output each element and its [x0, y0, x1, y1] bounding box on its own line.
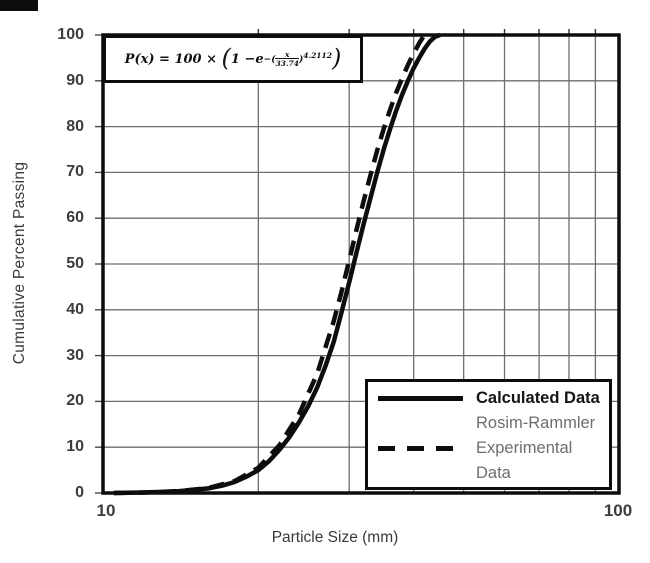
legend-label-experimental: Experimental: [476, 439, 573, 457]
experimental-curve: [113, 33, 427, 496]
legend-entry-calculated: Calculated Data: [378, 386, 609, 411]
equation-annotation: P(x) = 100 × (1 − e −(x 33.74)4.2112): [103, 35, 363, 83]
equation-power: 4.2112: [303, 50, 332, 60]
y-tick-label: 20: [66, 392, 84, 410]
corner-artifact: [0, 0, 38, 11]
x-tick-10: 10: [96, 501, 116, 520]
equation-e: e: [255, 51, 264, 67]
x-axis-title: Particle Size (mm): [271, 529, 399, 546]
legend-subentry-rosim-rammler: Rosim-Rammler: [378, 411, 609, 436]
y-tick-label: 30: [66, 346, 84, 364]
y-tick-label: 80: [66, 117, 84, 135]
y-tick-label: 100: [57, 26, 84, 43]
legend-entry-experimental: Experimental: [378, 436, 609, 461]
y-axis-tick-labels: 0 10 20 30 40 50 60 70 80 90 100: [24, 0, 84, 563]
solid-line-swatch: [378, 396, 463, 401]
legend-sublabel-data: Data: [476, 464, 511, 482]
y-tick-label: 50: [66, 255, 84, 272]
legend-subentry-data: Data: [378, 461, 609, 486]
dashed-line-swatch: [378, 446, 463, 451]
legend: Calculated Data Rosim-Rammler Experiment…: [365, 379, 612, 490]
y-axis-title: Cumulative Percent Passing: [11, 161, 28, 365]
y-tick-label: 70: [66, 163, 84, 181]
legend-label-calculated: Calculated Data: [476, 389, 600, 407]
equation-one-minus: 1 −: [230, 51, 256, 67]
y-tick-label: 0: [75, 484, 84, 501]
equation-exponent: −(x 33.74)4.2112: [263, 49, 332, 68]
x-tick-100: 100: [603, 501, 633, 520]
legend-sublabel-rosim-rammler: Rosim-Rammler: [476, 414, 596, 432]
equation-lead: P(x) = 100 ×: [124, 51, 217, 67]
y-tick-label: 60: [66, 209, 84, 227]
y-tick-label: 90: [66, 71, 84, 89]
y-tick-label: 10: [66, 438, 84, 456]
equation-fraction: x 33.74: [275, 49, 299, 68]
y-tick-label: 40: [66, 300, 84, 318]
